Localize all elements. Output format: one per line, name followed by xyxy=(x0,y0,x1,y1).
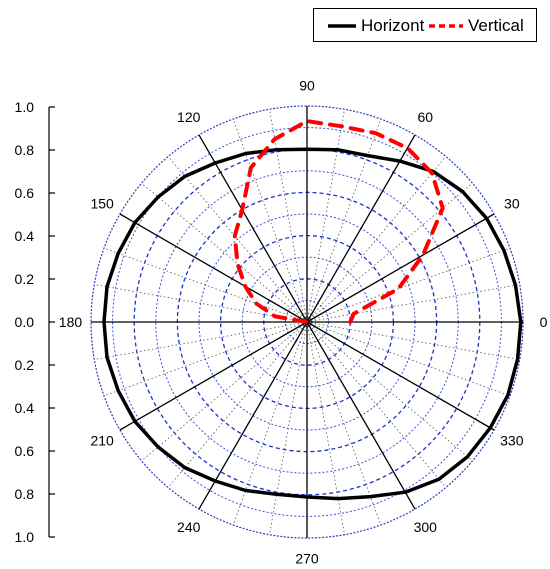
radial-scale-label: 0.6 xyxy=(15,443,35,459)
angular-gridline xyxy=(306,156,447,323)
angular-gridline xyxy=(306,109,345,323)
radial-scale-label: 0.2 xyxy=(15,271,35,287)
angular-gridline xyxy=(306,118,382,323)
major-spoke xyxy=(198,321,308,510)
major-spoke xyxy=(306,321,416,510)
angle-tick-label: 120 xyxy=(177,109,201,125)
angular-gridline xyxy=(103,321,308,397)
major-spoke xyxy=(119,213,308,323)
radial-scale-label: 0.4 xyxy=(15,228,35,244)
radial-scale-label: 1.0 xyxy=(15,529,35,545)
major-spoke xyxy=(306,134,416,323)
series-line-horizont xyxy=(102,147,523,501)
radial-scale-label: 1.0 xyxy=(15,99,35,115)
angular-gridline xyxy=(306,321,447,488)
angular-gridline xyxy=(306,284,520,323)
angular-gridline xyxy=(167,156,308,323)
angular-gridline xyxy=(94,284,308,323)
angular-gridline xyxy=(306,321,520,360)
legend-item-vertical: Vertical xyxy=(429,9,524,43)
radial-scale-label: 0.0 xyxy=(15,314,35,330)
angle-tick-label: 150 xyxy=(90,196,114,212)
radial-scale-label: 0.4 xyxy=(15,400,35,416)
angular-gridline xyxy=(103,247,308,323)
radial-scale-label: 0.8 xyxy=(15,142,35,158)
angular-gridline xyxy=(94,321,308,360)
angle-tick-label: 0 xyxy=(540,314,548,330)
legend: Horizont Vertical xyxy=(313,8,537,42)
angle-tick-label: 210 xyxy=(90,432,114,448)
radial-scale-label: 0.6 xyxy=(15,185,35,201)
angular-gridline xyxy=(269,321,308,535)
angle-tick-label: 330 xyxy=(500,432,524,448)
legend-item-horizont: Horizont xyxy=(328,9,424,43)
angle-tick-label: 300 xyxy=(414,519,438,535)
series-line-vertical xyxy=(232,119,445,324)
major-spoke xyxy=(198,134,308,323)
legend-label-vertical: Vertical xyxy=(468,16,524,35)
angle-tick-label: 90 xyxy=(299,77,315,93)
angular-gridline xyxy=(141,321,308,462)
legend-swatch-horizont xyxy=(328,24,356,28)
angle-tick-label: 60 xyxy=(417,109,433,125)
angular-gridline xyxy=(167,321,308,488)
angle-tick-label: 270 xyxy=(295,551,319,567)
radial-scale-label: 0.2 xyxy=(15,357,35,373)
angular-gridline xyxy=(306,321,511,397)
angular-gridline xyxy=(269,109,308,323)
radial-scale-label: 0.8 xyxy=(15,486,35,502)
angular-gridline xyxy=(306,247,511,323)
angle-tick-label: 180 xyxy=(59,314,83,330)
angular-gridline xyxy=(141,182,308,323)
angular-gridline xyxy=(306,182,473,323)
major-spoke xyxy=(306,213,495,323)
angle-tick-label: 30 xyxy=(504,196,520,212)
angular-gridline xyxy=(306,321,473,462)
legend-swatch-vertical xyxy=(429,24,463,28)
angular-gridline xyxy=(306,321,382,526)
angle-tick-label: 240 xyxy=(177,519,201,535)
major-spoke xyxy=(119,321,308,431)
major-spoke xyxy=(306,321,495,431)
legend-label-horizont: Horizont xyxy=(361,16,425,35)
